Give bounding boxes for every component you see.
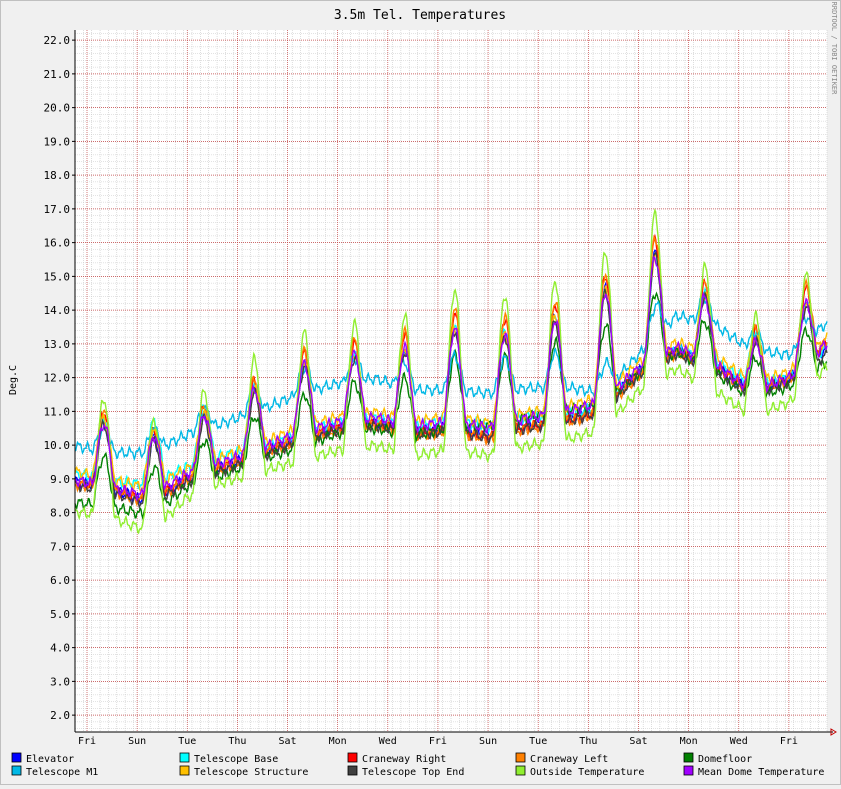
x-tick-label: Tue <box>529 736 547 747</box>
x-tick-label: Sun <box>128 736 146 747</box>
y-tick-label: 21.0 <box>44 68 71 81</box>
series-group <box>74 208 828 535</box>
x-tick-label: Mon <box>680 736 698 747</box>
legend-label: Telescope Structure <box>194 767 308 778</box>
legend-label: Outside Temperature <box>530 767 644 778</box>
series-line-mean-dome-temperature <box>74 255 828 502</box>
legend-label: Craneway Right <box>362 754 446 765</box>
x-tick-label: Sat <box>629 736 647 747</box>
legend-label: Telescope Top End <box>362 767 464 778</box>
legend: Elevator Telescope Base Craneway Right Cran… <box>11 752 824 778</box>
legend-swatch <box>347 765 358 776</box>
y-tick-label: 12.0 <box>44 372 71 385</box>
legend-label: Mean Dome Temperature <box>698 767 824 778</box>
y-tick-label: 8.0 <box>50 507 70 520</box>
legend-swatch <box>179 765 190 776</box>
legend-swatch <box>11 752 22 763</box>
y-tick-label: 5.0 <box>50 608 70 621</box>
legend-swatch <box>11 765 22 776</box>
y-tick-label: 9.0 <box>50 473 70 486</box>
y-tick-label: 6.0 <box>50 574 70 587</box>
chart-title: 3.5m Tel. Temperatures <box>334 8 506 23</box>
legend-swatch <box>179 752 190 763</box>
x-axis-arrow <box>830 728 837 736</box>
y-tick-label: 18.0 <box>44 169 71 182</box>
y-tick-label: 10.0 <box>44 439 71 452</box>
x-tick-label: Sun <box>479 736 497 747</box>
x-tick-label: Fri <box>780 736 798 747</box>
legend-swatch <box>683 765 694 776</box>
legend-swatch <box>515 765 526 776</box>
y-tick-label: 4.0 <box>50 642 70 655</box>
series-line-domefloor <box>74 291 828 521</box>
x-tick-label: Wed <box>379 736 397 747</box>
y-tick-label: 15.0 <box>44 270 71 283</box>
y-tick-label: 7.0 <box>50 540 70 553</box>
legend-swatch <box>347 752 358 763</box>
legend-swatch <box>683 752 694 763</box>
legend-label: Craneway Left <box>530 754 608 765</box>
y-tick-label: 13.0 <box>44 338 71 351</box>
x-tick-label: Thu <box>228 736 246 747</box>
y-tick-label: 22.0 <box>44 34 71 47</box>
y-tick-label: 3.0 <box>50 675 70 688</box>
y-tick-label: 16.0 <box>44 237 71 250</box>
x-tick-label: Fri <box>78 736 96 747</box>
y-tick-label: 19.0 <box>44 135 71 148</box>
legend-swatch <box>515 752 526 763</box>
x-tick-label: Fri <box>429 736 447 747</box>
x-tick-label: Mon <box>329 736 347 747</box>
legend-label: Domefloor <box>698 754 752 765</box>
y-tick-label: 17.0 <box>44 203 71 216</box>
x-tick-label: Thu <box>579 736 597 747</box>
x-tick-label: Tue <box>178 736 196 747</box>
y-tick-label: 2.0 <box>50 709 70 722</box>
x-tick-label: Sat <box>279 736 297 747</box>
y-tick-label: 14.0 <box>44 304 71 317</box>
axes: 2.0 3.0 4.0 5.0 6.0 7.0 8.0 9.0 10.0 11.0 12.0 13.0… <box>44 30 837 747</box>
rrdtool-watermark: RRDTOOL / TOBI OETIKER <box>830 2 838 96</box>
y-tick-label: 20.0 <box>44 102 71 115</box>
legend-label: Telescope M1 <box>26 767 98 778</box>
x-tick-label: Wed <box>730 736 748 747</box>
legend-label: Elevator <box>26 754 74 765</box>
y-axis-label: Deg.C <box>8 365 19 395</box>
legend-label: Telescope Base <box>194 754 278 765</box>
y-tick-label: 11.0 <box>44 405 71 418</box>
series-line-outside-temperature <box>74 208 828 535</box>
